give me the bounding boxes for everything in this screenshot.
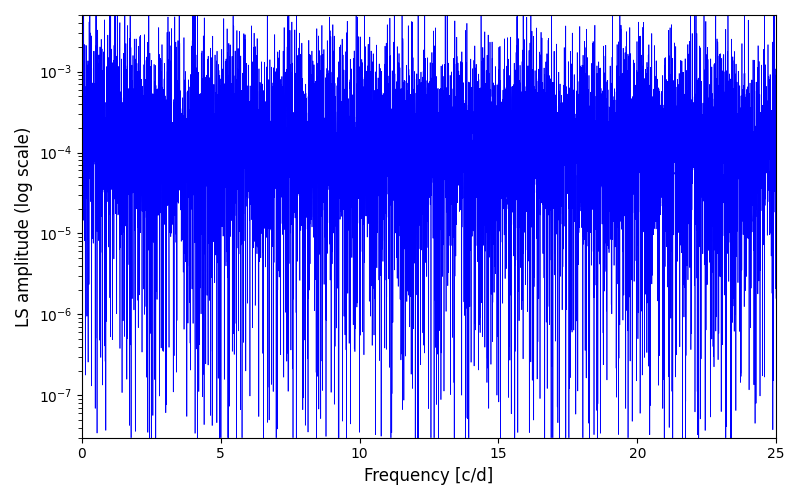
- Y-axis label: LS amplitude (log scale): LS amplitude (log scale): [15, 126, 33, 326]
- X-axis label: Frequency [c/d]: Frequency [c/d]: [364, 467, 494, 485]
